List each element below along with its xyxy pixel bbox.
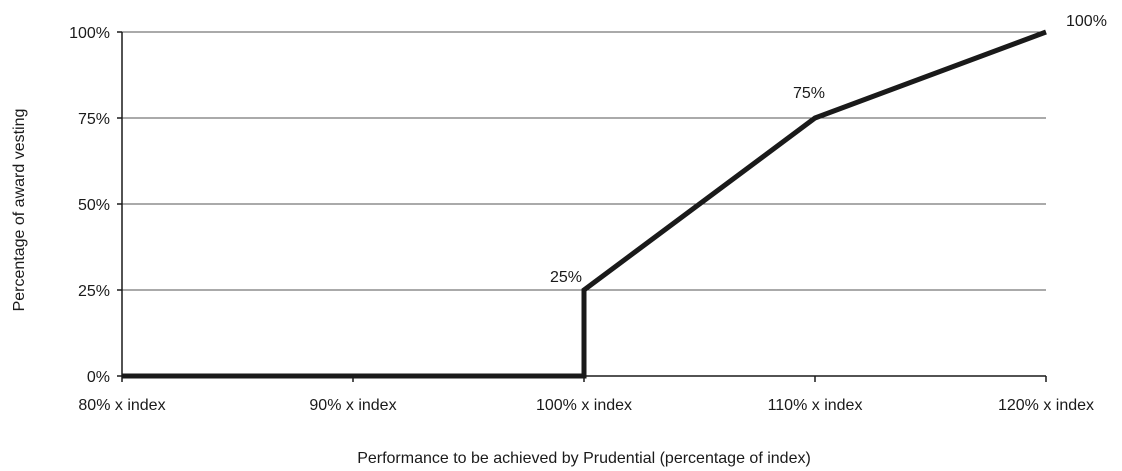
x-tick-label: 120% x index bbox=[998, 397, 1094, 414]
y-tick-label: 100% bbox=[69, 25, 110, 42]
x-axis-title: Performance to be achieved by Prudential… bbox=[357, 450, 811, 467]
x-tick-label: 80% x index bbox=[78, 397, 165, 414]
series-line-0 bbox=[122, 29, 1047, 379]
x-ticks: 80% x index 90% x index 100% x index 110% x… bbox=[78, 376, 1094, 414]
x-tick-label: 90% x index bbox=[309, 397, 396, 414]
y-ticks: 0% 25% 50% 75% 100% bbox=[69, 25, 122, 386]
y-tick-label: 75% bbox=[78, 111, 110, 128]
x-tick-label: 110% x index bbox=[768, 397, 863, 414]
y-tick-label: 50% bbox=[78, 197, 110, 214]
data-label: 100% bbox=[1066, 13, 1107, 30]
gridlines bbox=[122, 31, 1046, 291]
y-tick-label: 0% bbox=[87, 369, 110, 386]
data-label: 75% bbox=[793, 85, 825, 102]
y-axis-title: Percentage of award vesting bbox=[11, 109, 28, 312]
x-tick-label: 100% x index bbox=[536, 397, 632, 414]
series bbox=[122, 29, 1047, 379]
data-labels: 25% 75% 100% bbox=[550, 13, 1107, 286]
y-tick-label: 25% bbox=[78, 283, 110, 300]
data-label: 25% bbox=[550, 269, 582, 286]
